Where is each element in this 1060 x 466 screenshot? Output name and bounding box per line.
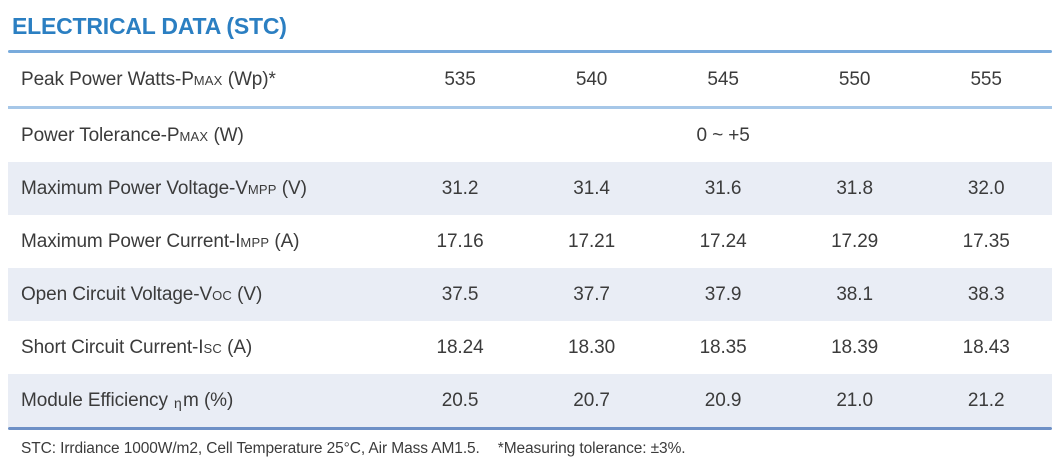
table-row-max-power-voltage: Maximum Power Voltage-VMPP (V) 31.2 31.4… xyxy=(8,162,1052,215)
row-label-main: Open Circuit Voltage-V xyxy=(21,283,213,305)
value-cell: 37.7 xyxy=(573,283,610,305)
value-cell: 18.43 xyxy=(962,336,1010,358)
row-label-rest: (W) xyxy=(208,124,244,146)
row-label-rest: (V) xyxy=(231,283,263,305)
value-cell: 38.1 xyxy=(836,283,873,305)
row-label-main: Module Efficiency xyxy=(21,389,174,411)
row-label: Peak Power Watts-PMAX (Wp)* xyxy=(8,69,394,91)
value-cell: 540 xyxy=(575,68,608,90)
value-cell: 20.5 xyxy=(441,389,479,411)
table-row-short-circuit-current: Short Circuit Current-ISC (A) 18.24 18.3… xyxy=(8,321,1052,374)
value-cell: 31.2 xyxy=(441,177,479,199)
table-bottom-divider xyxy=(8,427,1052,430)
row-label-subscript: MAX xyxy=(193,72,223,88)
row-label-rest: (A) xyxy=(221,336,253,358)
electrical-data-panel: ELECTRICAL DATA (STC) Peak Power Watts-P… xyxy=(0,12,1060,458)
value-cell: 20.7 xyxy=(573,389,610,411)
value-cell: 555 xyxy=(970,68,1002,90)
row-label-subscript: SC xyxy=(203,340,222,356)
table-row-peak-power: Peak Power Watts-PMAX (Wp)* 535 540 545 … xyxy=(8,53,1052,109)
value-cell: 18.39 xyxy=(831,336,879,358)
row-label-subscript: MAX xyxy=(179,128,209,144)
value-cell: 18.24 xyxy=(436,336,484,358)
row-label: Maximum Power Current-IMPP (A) xyxy=(8,231,394,253)
row-label: Open Circuit Voltage-VOC (V) xyxy=(8,284,394,306)
value-cell: 21.0 xyxy=(836,389,873,411)
table-row-power-tolerance: Power Tolerance-PMAX (W) 0 ~ +5 xyxy=(8,109,1052,162)
value-cell: 31.4 xyxy=(573,177,610,199)
row-label-subscript: MPP xyxy=(247,181,277,197)
value-cell: 38.3 xyxy=(967,283,1005,305)
value-cell: 17.21 xyxy=(568,230,616,252)
table-row-module-efficiency: Module Efficiency ηm (%) 20.5 20.7 20.9 … xyxy=(8,374,1052,427)
value-cell: 31.8 xyxy=(836,177,873,199)
row-label-subscript: η xyxy=(174,394,183,411)
value-cell: 37.5 xyxy=(441,283,479,305)
value-cell: 20.9 xyxy=(704,389,742,411)
row-label-subscript: MPP xyxy=(240,234,270,250)
row-label-rest: (V) xyxy=(276,177,307,199)
row-label-main: Maximum Power Voltage-V xyxy=(21,177,248,199)
title-divider xyxy=(8,50,1052,53)
row-label: Module Efficiency ηm (%) xyxy=(8,390,394,412)
section-title: ELECTRICAL DATA (STC) xyxy=(12,13,287,39)
row-label-subscript: OC xyxy=(212,287,232,303)
value-cell: 550 xyxy=(838,68,871,90)
row-label-rest: m (%) xyxy=(183,389,234,411)
row-label-rest: (Wp)* xyxy=(222,68,276,90)
value-cell: 545 xyxy=(707,68,739,90)
value-cell: 32.0 xyxy=(967,177,1005,199)
row-label: Short Circuit Current-ISC (A) xyxy=(8,337,394,359)
table-row-open-circuit-voltage: Open Circuit Voltage-VOC (V) 37.5 37.7 3… xyxy=(8,268,1052,321)
row-label-main: Peak Power Watts-P xyxy=(21,68,194,90)
row-label-rest: (A) xyxy=(269,230,300,252)
value-cell: 37.9 xyxy=(704,283,742,305)
value-cell: 18.35 xyxy=(699,336,747,358)
value-cell: 17.35 xyxy=(962,230,1010,252)
row-label: Power Tolerance-PMAX (W) xyxy=(8,125,394,147)
row-label-main: Power Tolerance-P xyxy=(21,124,180,146)
value-cell: 535 xyxy=(444,68,476,90)
value-cell: 17.16 xyxy=(436,230,484,252)
value-cell: 17.24 xyxy=(699,230,747,252)
stc-conditions-note: STC: Irrdiance 1000W/m2, Cell Temperatur… xyxy=(21,440,480,457)
electrical-data-table: Peak Power Watts-PMAX (Wp)* 535 540 545 … xyxy=(8,53,1052,427)
row-label-main: Maximum Power Current-I xyxy=(21,230,241,252)
table-row-max-power-current: Maximum Power Current-IMPP (A) 17.16 17.… xyxy=(8,215,1052,268)
row-label-main: Short Circuit Current-I xyxy=(21,336,204,358)
value-cell: 18.30 xyxy=(568,336,616,358)
footnote: STC: Irrdiance 1000W/m2, Cell Temperatur… xyxy=(8,430,1052,458)
row-label: Maximum Power Voltage-VMPP (V) xyxy=(8,178,394,200)
value-cell: 17.29 xyxy=(831,230,879,252)
merged-value-cell: 0 ~ +5 xyxy=(696,124,750,146)
value-cell: 31.6 xyxy=(704,177,742,199)
measuring-tolerance-note: *Measuring tolerance: ±3%. xyxy=(497,440,686,457)
value-cell: 21.2 xyxy=(967,389,1005,411)
